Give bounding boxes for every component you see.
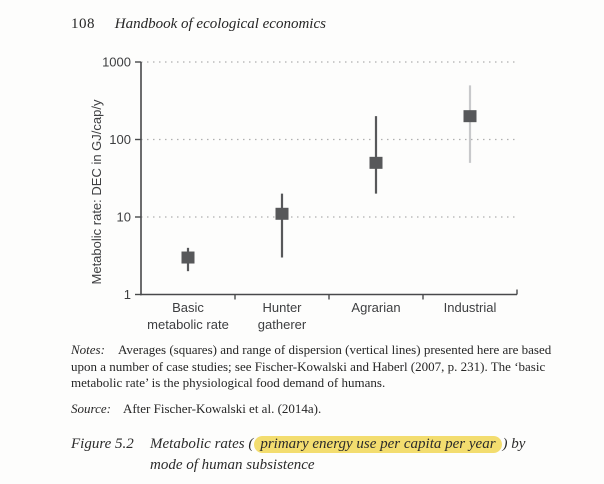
source-text: After Fischer-Kowalski et al. (2014a). [122, 401, 322, 416]
notes-line: upon a number of case studies; see Fisch… [71, 358, 546, 374]
figure-notes: Notes: Averages (squares) and range of di… [71, 342, 551, 392]
figure-source: Source: After Fischer-Kowalski et al. (20… [71, 401, 321, 417]
y-tick-label: 1 [124, 287, 131, 302]
caption-line-1: Metabolic rates (primary energy use per … [150, 436, 526, 453]
x-category-label: Agrarian [351, 300, 400, 315]
x-category-label: Industrial [444, 300, 497, 315]
caption-line-2: mode of human subsistence [150, 457, 315, 473]
page-number: 108 [71, 16, 95, 32]
notes-line: metabolic rate’ is the physiological foo… [71, 375, 386, 390]
book-title: Handbook of ecological economics [114, 16, 326, 32]
data-point-square [275, 207, 289, 220]
data-point-square [463, 110, 477, 123]
figure-caption-text: Metabolic rates (primary energy use per … [150, 434, 525, 476]
y-axis-title: Metabolic rate: DEC in GJ/cap/y [89, 99, 104, 284]
y-tick-label: 10 [117, 210, 131, 225]
notes-label: Notes: [71, 342, 105, 357]
data-point-square [181, 251, 195, 264]
metabolic-rate-chart: 1 10 100 1000 Basic metabolic rate Hunter gathe… [0, 40, 604, 340]
x-category-label: Basic [172, 300, 204, 315]
source-label: Source: [71, 401, 111, 416]
notes-line: Notes: Averages (squares) and range of di… [71, 342, 552, 357]
metabolic-chart-svg: 1 10 100 1000 Basic metabolic rate Hunter gathe… [89, 55, 518, 332]
data-point-square [369, 156, 383, 169]
y-tick-label: 1000 [102, 55, 131, 70]
running-header: 108 Handbook of ecological economics [71, 16, 326, 33]
x-category-label: gatherer [258, 317, 307, 332]
x-category-label: Hunter [262, 300, 302, 315]
x-category-label: metabolic rate [147, 317, 229, 332]
highlighted-phrase: primary energy use per capita per year [254, 436, 502, 453]
figure-number: Figure 5.2 [71, 436, 134, 452]
figure-caption: Figure 5.2 Metabolic rates (primary ener… [71, 434, 525, 476]
y-tick-label: 100 [109, 132, 131, 147]
